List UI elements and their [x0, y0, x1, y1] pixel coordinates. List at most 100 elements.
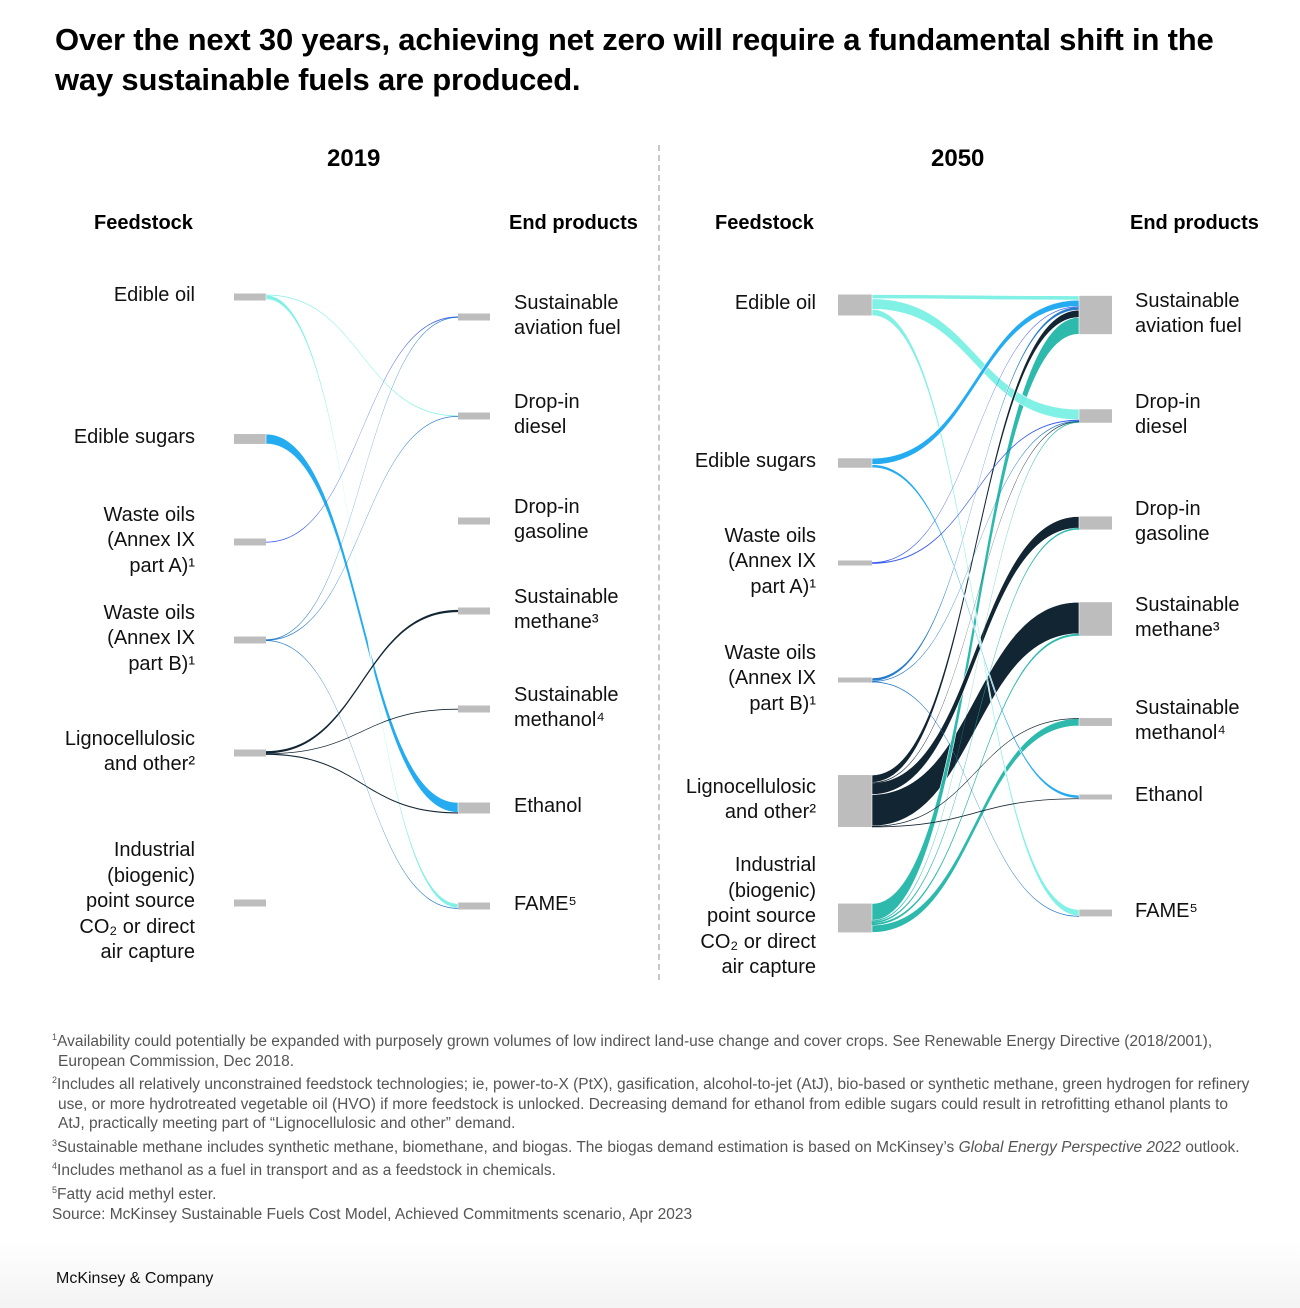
flow-edible_sugars-to-ethanol-2019: [265, 433, 459, 813]
sankey-chart: [234, 293, 1112, 933]
target-label-methanol: Sustainable methanol⁴: [1135, 696, 1240, 745]
source-label-edible_sugars: Edible sugars: [73, 426, 195, 449]
footnote-3: 3Sustainable methane includes synthetic …: [52, 1137, 1240, 1156]
flow-ligno-to-methane-2019: [266, 609, 458, 754]
sankey-panel-2050: [838, 294, 1112, 933]
target-label-gasoline: Drop-in gasoline: [1135, 497, 1210, 546]
flow-ligno-to-methanol-2050: [872, 718, 1079, 827]
flow-edible_oil-to-saf-2050: [871, 294, 1080, 301]
flow-ligno-to-ethanol-2050: [872, 798, 1079, 828]
node-waste_a-2019: [234, 538, 266, 546]
target-label-saf: Sustainable aviation fuel: [1135, 289, 1242, 338]
target-label-fame: FAME⁵: [1135, 900, 1198, 923]
sankey-panel-2019: [234, 293, 490, 910]
flow-co2-to-saf-2050: [871, 317, 1080, 921]
footnotes: 1Availability could potentially be expan…: [52, 1028, 1252, 1224]
target-label-ethanol: Ethanol: [514, 795, 582, 818]
node-methanol-2019: [458, 705, 490, 713]
feedstock-header-2050: Feedstock: [715, 212, 814, 234]
node-diesel-2019: [458, 412, 490, 420]
flow-waste_b-to-diesel-2050: [872, 420, 1079, 682]
flow-waste_a-to-saf-2019: [266, 316, 458, 543]
node-methanol-2050: [1079, 718, 1112, 726]
target-label-diesel: Drop-in diesel: [1135, 390, 1201, 439]
target-label-saf: Sustainable aviation fuel: [514, 291, 621, 340]
flow-co2-to-methane-2050: [872, 633, 1079, 926]
flow-ligno-to-gasoline-2050: [871, 516, 1080, 795]
node-fame-2050: [1079, 909, 1112, 917]
node-edible_oil-2050: [838, 294, 872, 316]
source-label-waste_a: Waste oils (Annex IX part A)¹: [724, 524, 816, 598]
end-products-header-2050: End products: [1130, 212, 1259, 234]
panel-year-2050: 2050: [931, 145, 985, 172]
feedstock-header-2019: Feedstock: [94, 212, 193, 234]
node-waste_b-2050: [838, 677, 872, 683]
flow-edible_sugars-to-saf-2050: [871, 299, 1080, 465]
node-diesel-2050: [1079, 409, 1112, 423]
source-label-co2: Industrial (biogenic) point source CO₂ o…: [700, 854, 816, 979]
node-methane-2050: [1079, 602, 1112, 636]
source-label-edible_sugars: Edible sugars: [694, 450, 816, 473]
source-label-edible_oil: Edible oil: [734, 292, 816, 315]
panel-divider: [658, 145, 660, 980]
flow-waste_a-to-saf-2050: [872, 306, 1079, 564]
node-gasoline-2019: [458, 517, 490, 525]
node-gasoline-2050: [1079, 516, 1112, 530]
node-co2-2019: [234, 899, 266, 907]
source-label-waste_b: Waste oils (Annex IX part B)¹: [103, 601, 195, 675]
target-label-ethanol: Ethanol: [1135, 784, 1203, 807]
node-ethanol-2050: [1079, 794, 1112, 800]
flow-waste_a-to-diesel-2050: [872, 419, 1079, 564]
target-label-diesel: Drop-in diesel: [514, 390, 580, 439]
target-label-methane: Sustainable methane³: [1135, 593, 1240, 642]
source-label-waste_b: Waste oils (Annex IX part B)¹: [724, 641, 816, 715]
target-label-methanol: Sustainable methanol⁴: [514, 683, 619, 732]
source-label-edible_oil: Edible oil: [113, 284, 195, 307]
end-products-header-2019: End products: [509, 212, 638, 234]
flow-edible_oil-to-fame-2019: [265, 294, 459, 909]
brand-logo-text: McKinsey & Company: [56, 1270, 214, 1287]
flow-ligno-to-methanol-2019: [266, 708, 458, 755]
source-label-co2: Industrial (biogenic) point source CO₂ o…: [79, 839, 195, 964]
flow-waste_b-to-saf-2019: [266, 317, 458, 641]
target-label-methane: Sustainable methane³: [514, 585, 619, 634]
node-saf-2019: [458, 313, 490, 321]
node-edible_oil-2019: [234, 293, 266, 301]
source-label-ligno: Lignocellulosic and other²: [64, 727, 195, 776]
flow-co2-to-methanol-2050: [871, 718, 1080, 933]
footnote-1: 1Availability could potentially be expan…: [52, 1032, 1213, 1070]
flow-edible_oil-to-diesel-2019: [266, 294, 458, 417]
flow-ligno-to-methane-2050: [871, 601, 1080, 827]
panel-year-2019: 2019: [327, 145, 381, 172]
target-label-gasoline: Drop-in gasoline: [514, 495, 589, 544]
node-ethanol-2019: [458, 802, 490, 814]
node-edible_sugars-2050: [838, 458, 872, 468]
flow-waste_b-to-fame-2019: [266, 640, 458, 909]
flow-co2-to-diesel-2050: [872, 421, 1079, 922]
node-co2-2050: [838, 903, 872, 933]
node-waste_a-2050: [838, 560, 872, 566]
node-methane-2019: [458, 607, 490, 615]
node-ligno-2050: [838, 775, 872, 827]
node-edible_sugars-2019: [234, 434, 266, 444]
node-saf-2050: [1079, 295, 1112, 335]
source-label-ligno: Lignocellulosic and other²: [685, 775, 816, 824]
footnote-2: 2Includes all relatively unconstrained f…: [52, 1075, 1250, 1133]
footnote-4: 4Includes methanol as a fuel in transpor…: [52, 1161, 556, 1180]
target-label-fame: FAME⁵: [514, 893, 577, 916]
source-note: Source: McKinsey Sustainable Fuels Cost …: [52, 1205, 693, 1223]
source-label-waste_a: Waste oils (Annex IX part A)¹: [103, 503, 195, 577]
flow-ligno-to-saf-2050: [871, 309, 1080, 783]
node-ligno-2019: [234, 749, 266, 757]
node-waste_b-2019: [234, 636, 266, 644]
flow-co2-to-gasoline-2050: [872, 527, 1079, 923]
node-fame-2019: [458, 902, 490, 910]
flow-ligno-to-ethanol-2019: [266, 753, 458, 814]
flow-edible_oil-to-diesel-2050: [871, 298, 1080, 421]
flow-waste_b-to-fame-2050: [872, 681, 1079, 917]
footnote-5: 5Fatty acid methyl ester.: [52, 1185, 217, 1204]
flow-ligno-to-diesel-2050: [872, 421, 1079, 784]
flow-waste_b-to-saf-2050: [871, 306, 1080, 682]
chart-title: Over the next 30 years, achieving net ze…: [55, 22, 1214, 97]
flow-waste_b-to-diesel-2019: [266, 416, 458, 641]
